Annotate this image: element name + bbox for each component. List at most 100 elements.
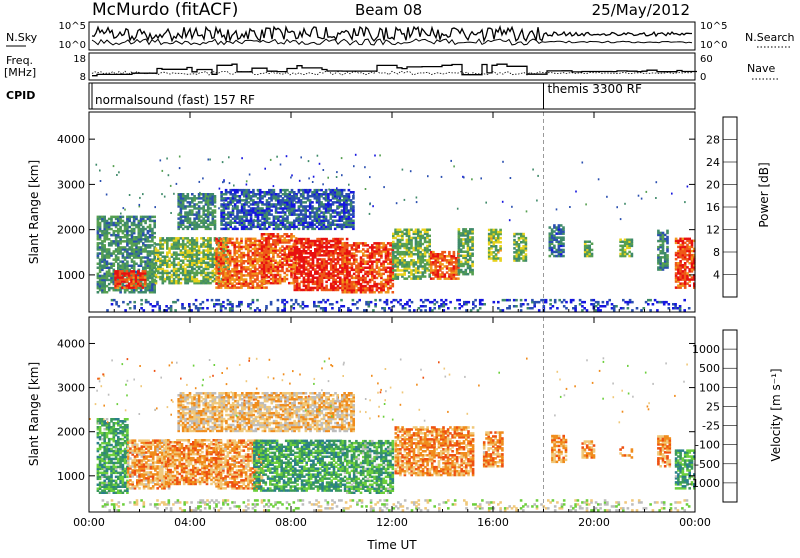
data-cell — [252, 207, 255, 210]
data-cell — [234, 203, 237, 206]
data-cell — [193, 217, 196, 220]
data-cell — [275, 222, 278, 225]
data-cell — [243, 274, 246, 277]
data-cell — [327, 193, 330, 196]
data-cell — [294, 240, 297, 243]
data-cell — [175, 264, 178, 267]
data-cell — [220, 209, 223, 212]
data-cell — [458, 259, 461, 262]
data-cell — [302, 201, 305, 204]
data-cell — [277, 224, 280, 227]
data-cell — [142, 256, 145, 259]
data-cell — [549, 226, 552, 229]
data-cell — [357, 242, 360, 245]
data-cell — [389, 248, 392, 251]
data-cell — [200, 237, 203, 240]
data-cell — [355, 242, 358, 245]
data-cell — [117, 263, 120, 266]
data-cell — [401, 243, 404, 246]
nave-tick-bottom: 0 — [700, 72, 706, 83]
data-cell — [300, 264, 303, 267]
data-cell — [103, 273, 106, 276]
data-cell — [133, 260, 136, 263]
data-cell — [296, 238, 299, 241]
data-cell — [99, 242, 102, 245]
data-cell — [446, 265, 449, 268]
data-cell — [240, 246, 243, 249]
data-cell — [422, 265, 425, 268]
data-cell — [229, 211, 232, 214]
data-cell — [142, 226, 145, 229]
data-cell — [254, 286, 257, 289]
data-cell — [562, 226, 565, 229]
data-cell — [376, 277, 379, 280]
data-cell — [110, 287, 113, 290]
data-cell — [268, 222, 271, 225]
data-cell — [348, 279, 351, 282]
data-cell — [243, 246, 246, 249]
data-cell — [434, 253, 437, 256]
data-cell — [305, 272, 308, 275]
data-cell — [360, 250, 363, 253]
data-cell — [270, 189, 273, 192]
data-cell — [426, 259, 429, 262]
data-cell — [387, 271, 390, 274]
data-cell — [325, 203, 328, 206]
data-cell — [261, 222, 264, 225]
data-cell — [355, 281, 358, 284]
data-cell — [446, 255, 449, 258]
data-cell — [142, 260, 145, 263]
data-cell — [220, 203, 223, 206]
data-cell — [245, 254, 248, 257]
data-cell — [462, 251, 465, 254]
data-cell — [138, 220, 141, 223]
data-cell — [380, 242, 383, 245]
data-cell — [348, 250, 351, 253]
data-cell — [259, 224, 262, 227]
data-cell — [327, 220, 330, 223]
data-cell — [679, 260, 682, 263]
data-cell — [245, 238, 248, 241]
data-cell — [314, 268, 317, 271]
data-cell — [432, 269, 435, 272]
data-cell — [224, 282, 227, 285]
data-cell — [254, 226, 257, 229]
data-cell — [245, 266, 248, 269]
freq-tick-bottom: 8 — [80, 72, 86, 83]
data-cell — [103, 216, 106, 219]
data-cell — [234, 189, 237, 192]
data-cell — [328, 240, 331, 243]
data-cell — [200, 243, 203, 246]
data-cell — [128, 272, 131, 275]
data-cell — [261, 245, 264, 248]
data-cell — [198, 205, 201, 208]
data-cell — [205, 249, 208, 252]
data-cell — [151, 220, 154, 223]
data-cell — [309, 262, 312, 265]
data-cell — [209, 222, 212, 225]
data-cell — [471, 253, 474, 256]
data-cell — [367, 260, 370, 263]
data-cell — [135, 236, 138, 239]
data-cell — [300, 270, 303, 273]
data-cell — [426, 241, 429, 244]
data-cell — [553, 230, 556, 233]
data-cell — [549, 232, 552, 235]
data-cell — [153, 216, 156, 219]
data-cell — [584, 241, 587, 244]
data-cell — [373, 291, 376, 294]
nave-tick-top: 60 — [700, 54, 713, 65]
data-cell — [277, 249, 280, 252]
data-cell — [277, 278, 280, 281]
data-cell — [376, 283, 379, 286]
data-cell — [679, 282, 682, 285]
data-cell — [275, 193, 278, 196]
data-cell — [108, 218, 111, 221]
data-cell — [261, 228, 264, 231]
data-cell — [311, 205, 314, 208]
data-cell — [108, 263, 111, 266]
data-cell — [168, 272, 171, 275]
data-cell — [309, 195, 312, 198]
data-cell — [351, 275, 354, 278]
data-cell — [243, 220, 246, 223]
